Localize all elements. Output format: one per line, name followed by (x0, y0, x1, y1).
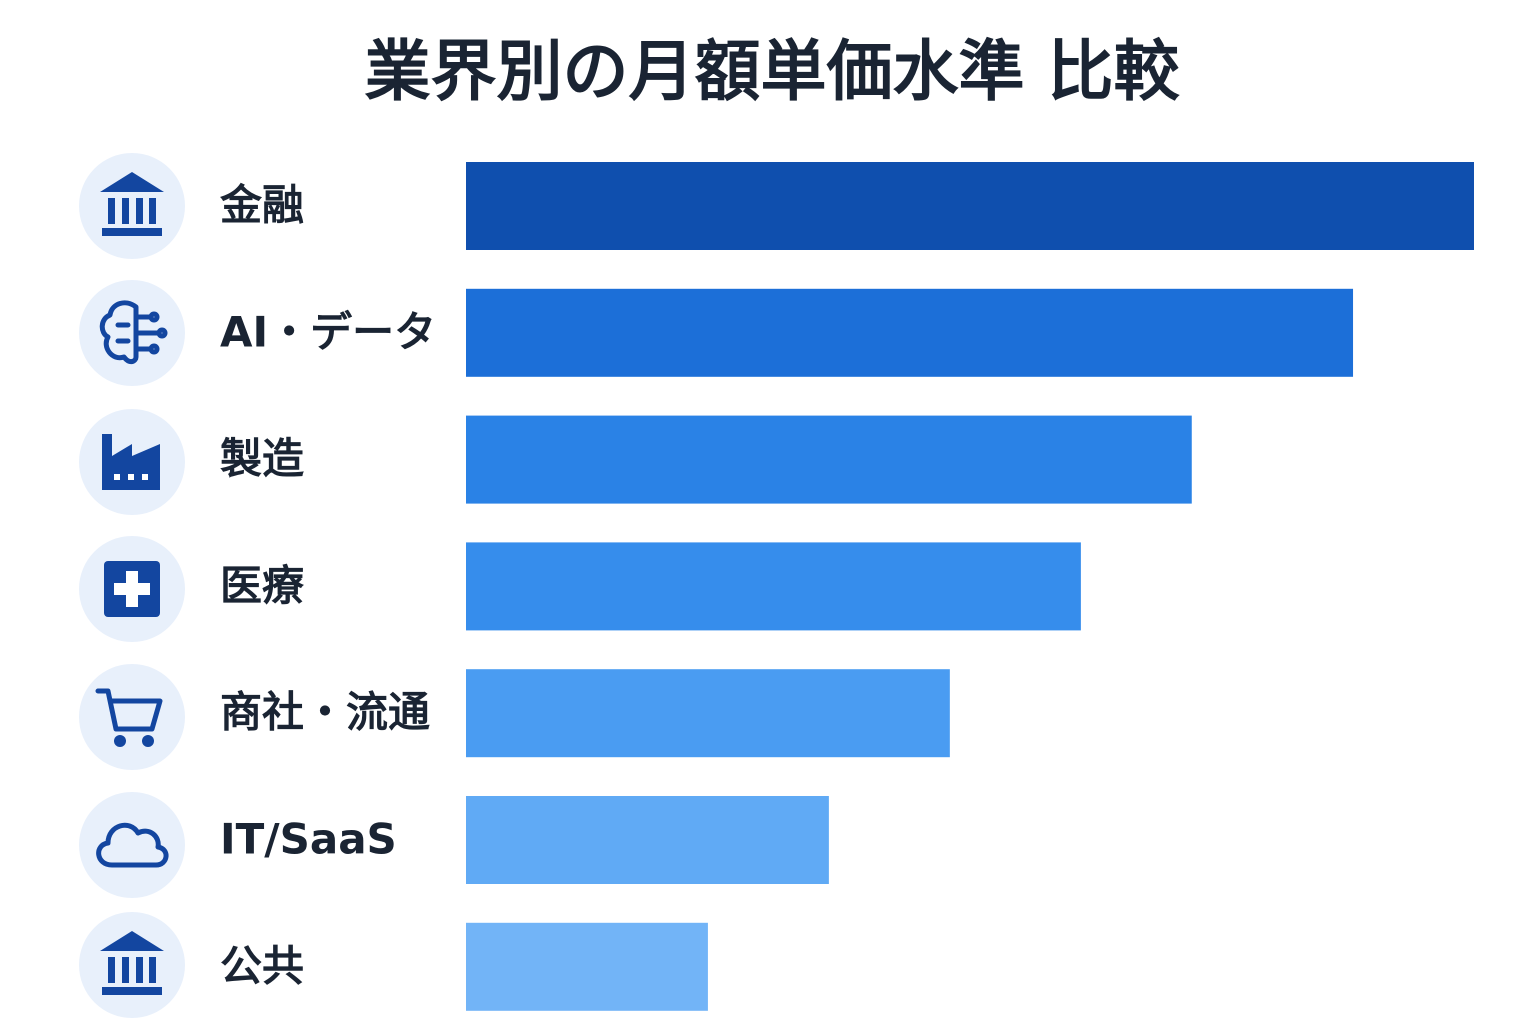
category-label: IT/SaaS (220, 815, 397, 864)
category-label: 金融 (219, 181, 304, 230)
category-label: 商社・流通 (220, 688, 430, 737)
factory-icon (79, 409, 185, 515)
ai-icon (79, 280, 185, 386)
bank-icon (79, 153, 185, 259)
bar (466, 669, 950, 758)
bar (466, 922, 708, 1011)
category-label: 公共 (220, 941, 304, 990)
cloud-icon (79, 792, 185, 898)
bar (466, 415, 1192, 504)
category-label: 製造 (220, 434, 304, 483)
icons (79, 153, 185, 1018)
chart-title: 業界別の月額単価水準 比較 (365, 33, 1181, 110)
bar (466, 542, 1081, 631)
medical-icon (79, 536, 185, 642)
cart-icon (79, 664, 185, 770)
category-label: 医療 (220, 561, 304, 610)
category-label: AI・データ (220, 307, 436, 356)
bar (466, 288, 1354, 377)
bar (466, 796, 829, 884)
bar (466, 162, 1474, 250)
bank-icon (79, 912, 185, 1018)
